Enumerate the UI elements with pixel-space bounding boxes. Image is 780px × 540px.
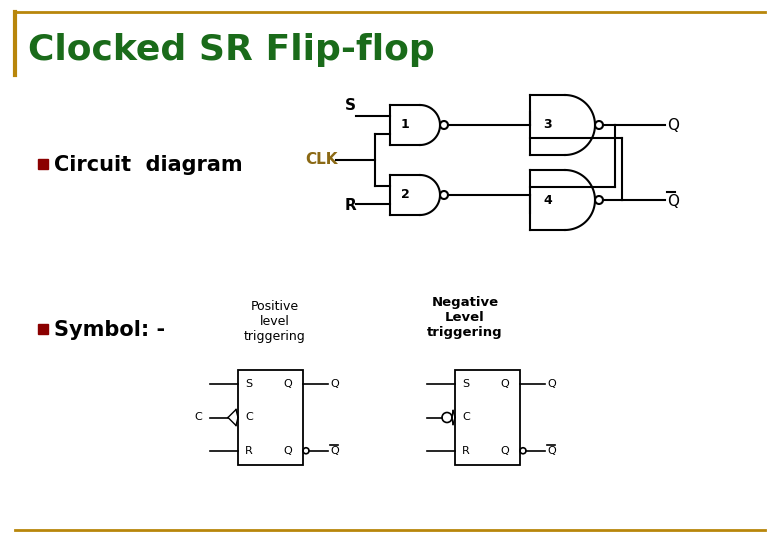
Text: 2: 2 (401, 188, 410, 201)
Text: Circuit  diagram: Circuit diagram (54, 155, 243, 175)
Text: Positive
level
triggering: Positive level triggering (244, 300, 306, 343)
Text: S: S (245, 379, 252, 389)
Text: 1: 1 (401, 118, 410, 132)
Text: 4: 4 (543, 193, 552, 206)
Text: Q: Q (547, 379, 555, 389)
Text: S: S (462, 379, 469, 389)
Text: Q: Q (330, 446, 339, 456)
Bar (38, 324, 48, 334)
Text: C: C (462, 413, 470, 422)
Text: Q: Q (667, 194, 679, 210)
Bar (38, 159, 48, 169)
Text: Symbol: -: Symbol: - (54, 320, 165, 340)
Text: S: S (345, 98, 356, 113)
Text: R: R (462, 446, 470, 456)
Text: C: C (194, 413, 202, 422)
Text: Q: Q (667, 118, 679, 132)
Text: Q: Q (283, 379, 292, 389)
Text: R: R (344, 198, 356, 213)
Text: Clocked SR Flip-flop: Clocked SR Flip-flop (28, 33, 434, 67)
Bar (238, 370, 303, 465)
Text: C: C (245, 413, 253, 422)
Text: Q: Q (330, 379, 339, 389)
Text: Q: Q (500, 379, 509, 389)
Text: Q: Q (500, 446, 509, 456)
Text: Q: Q (547, 446, 555, 456)
Text: Negative
Level
triggering: Negative Level triggering (427, 296, 503, 339)
Text: 3: 3 (543, 118, 551, 132)
Bar (455, 370, 520, 465)
Text: R: R (245, 446, 253, 456)
Text: Q: Q (283, 446, 292, 456)
Text: CLK: CLK (305, 152, 338, 167)
